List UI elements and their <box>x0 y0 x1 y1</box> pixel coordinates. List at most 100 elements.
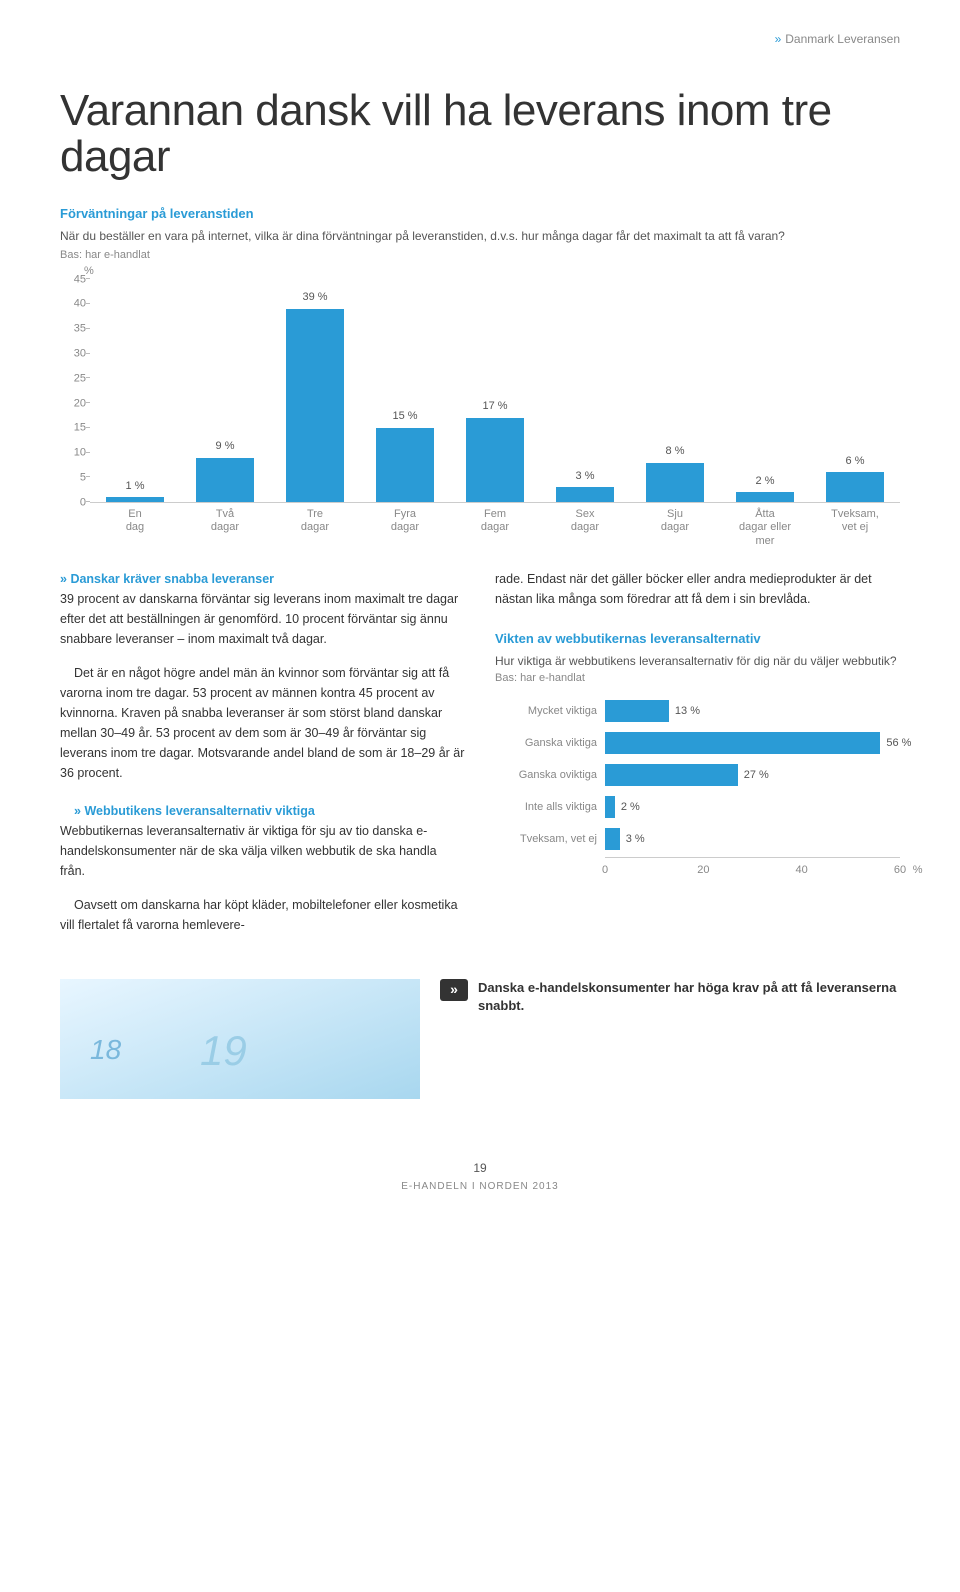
chart1-base: Bas: har e-handlat <box>60 247 900 264</box>
decorative-image: 18 19 <box>60 979 420 1099</box>
chart2-row: Ganska viktiga56 % <box>495 729 900 757</box>
chart2-bar-rect <box>605 796 615 818</box>
left-column: » Danskar kräver snabba leveranser 39 pr… <box>60 569 465 949</box>
chart1-bar: 2 %Åttadagar ellermer <box>720 279 810 502</box>
chart2-bar-value: 27 % <box>744 767 769 784</box>
chart2-subtitle: Hur viktiga är webbutikens leveransalter… <box>495 653 900 687</box>
chart1-ytick: 45 <box>60 271 86 288</box>
chart1-ytick: 0 <box>60 494 86 511</box>
chart1-bar: 8 %Sjudagar <box>630 279 720 502</box>
chart1-bar-value: 2 % <box>756 473 775 490</box>
chart2-bar-value: 2 % <box>621 799 640 816</box>
section2: » Webbutikens leveransalternativ viktiga… <box>60 801 465 881</box>
chart1-bar-category: Tvådagar <box>180 508 270 534</box>
chart1-bar-category: Åttadagar ellermer <box>720 508 810 548</box>
chart2-row-label: Inte alls viktiga <box>495 799 605 816</box>
chart2-row-label: Ganska oviktiga <box>495 767 605 784</box>
chart1-bar-category: Femdagar <box>450 508 540 534</box>
chart2-xaxis: 0204060% <box>605 857 900 875</box>
chart1-bar: 39 %Tredagar <box>270 279 360 502</box>
chart1-ytick: 35 <box>60 320 86 337</box>
breadcrumb-icon: » <box>775 32 782 46</box>
chart1-bar-value: 6 % <box>846 453 865 470</box>
section1-title: Danskar kräver snabba leveranser <box>70 572 274 586</box>
page-number: 19 <box>60 1159 900 1177</box>
chart1-bar-category: Endag <box>90 508 180 534</box>
chart1-bar: 6 %Tveksam,vet ej <box>810 279 900 502</box>
chart1-bar-value: 3 % <box>576 468 595 485</box>
callout-text: Danska e-handelskonsumenter har höga kra… <box>478 979 900 1015</box>
chart1-bar-value: 8 % <box>666 443 685 460</box>
chart1-bar-category: Sexdagar <box>540 508 630 534</box>
chart1-plot: % 1 %Endag9 %Tvådagar39 %Tredagar15 %Fyr… <box>60 279 900 539</box>
chart1-bar-category: Tveksam,vet ej <box>810 508 900 534</box>
chart2-xtick: 0 <box>602 862 608 879</box>
chart1-ytick: 15 <box>60 420 86 437</box>
chart2-row: Inte alls viktiga 2 % <box>495 793 900 821</box>
cont-paragraph: rade. Endast när det gäller böcker eller… <box>495 569 900 609</box>
chart1-bar: 17 %Femdagar <box>450 279 540 502</box>
section2-title: Webbutikens leveransalternativ viktiga <box>84 804 314 818</box>
chart2-xtick: 20 <box>697 862 709 879</box>
chart1-bar-rect <box>106 497 164 502</box>
chart2-bar-rect <box>605 764 738 786</box>
chart1-bar-rect <box>826 472 884 502</box>
right-column: rade. Endast när det gäller böcker eller… <box>495 569 900 949</box>
thumb-n2: 19 <box>200 1019 247 1082</box>
section2-p2: Oavsett om danskarna har köpt kläder, mo… <box>60 895 465 935</box>
chart1-bar: 3 %Sexdagar <box>540 279 630 502</box>
chart1-ytick: 5 <box>60 469 86 486</box>
page-title: Varannan dansk vill ha leverans inom tre… <box>60 88 900 180</box>
chart2-row-label: Tveksam, vet ej <box>495 831 605 848</box>
section1-p2: Det är en något högre andel män än kvinn… <box>60 663 465 783</box>
chart2-xtick: 60 <box>894 862 906 879</box>
section1-p1: 39 procent av danskarna förväntar sig le… <box>60 592 458 646</box>
breadcrumb-text: Danmark Leveransen <box>785 32 900 46</box>
chart2-title: Vikten av webbutikernas leveransalternat… <box>495 629 900 649</box>
chart1-bar-rect <box>646 463 704 503</box>
footer-line: E-HANDELN I NORDEN 2013 <box>401 1181 558 1192</box>
chart1-bar: 15 %Fyradagar <box>360 279 450 502</box>
chart1-ytick: 20 <box>60 395 86 412</box>
chart2-row: Ganska oviktiga 27 % <box>495 761 900 789</box>
chart1-bar-category: Tredagar <box>270 508 360 534</box>
chart1-bar-value: 15 % <box>392 408 417 425</box>
chart1-ytick: 25 <box>60 370 86 387</box>
chart2-row: Tveksam, vet ej 3 % <box>495 825 900 853</box>
chart-expectations: Förväntningar på leveranstiden När du be… <box>60 204 900 539</box>
chart2-row-label: Mycket viktiga <box>495 703 605 720</box>
chart1-bar-rect <box>556 487 614 502</box>
chart1-bar-category: Fyradagar <box>360 508 450 534</box>
chart2-xaxis-unit: % <box>913 862 923 879</box>
chart2-bar-rect <box>605 700 669 722</box>
chart2-bar-value: 13 % <box>675 703 700 720</box>
chart1-bar-rect <box>376 428 434 502</box>
section2-p1: Webbutikernas leveransalternativ är vikt… <box>60 824 437 878</box>
chart1-bar-category: Sjudagar <box>630 508 720 534</box>
chart2-bar-value: 56 % <box>886 735 911 752</box>
chart1-bar: 9 %Tvådagar <box>180 279 270 502</box>
chart1-title: Förväntningar på leveranstiden <box>60 204 900 224</box>
chart1-bar-value: 9 % <box>216 438 235 455</box>
chart1-ytick: 40 <box>60 296 86 313</box>
chart1-bar-value: 1 % <box>126 478 145 495</box>
chart2-bar-rect <box>605 828 620 850</box>
chart1-bar-rect <box>286 309 344 502</box>
chart1-bar: 1 %Endag <box>90 279 180 502</box>
chart2-bar-rect <box>605 732 880 754</box>
chart-importance: Vikten av webbutikernas leveransalternat… <box>495 629 900 875</box>
chart1-ytick: 30 <box>60 345 86 362</box>
thumb-n1: 18 <box>90 1029 121 1071</box>
chart1-bar-rect <box>736 492 794 502</box>
callout: » Danska e-handelskonsumenter har höga k… <box>440 979 900 1015</box>
breadcrumb: »Danmark Leveransen <box>60 30 900 48</box>
callout-icon: » <box>440 979 468 1001</box>
chart2-row: Mycket viktiga 13 % <box>495 697 900 725</box>
chart1-bar-value: 17 % <box>482 398 507 415</box>
chart2-xtick: 40 <box>796 862 808 879</box>
chart2-row-label: Ganska viktiga <box>495 735 605 752</box>
chart1-bar-value: 39 % <box>302 289 327 306</box>
chart2-bar-value: 3 % <box>626 831 645 848</box>
section1: » Danskar kräver snabba leveranser 39 pr… <box>60 569 465 649</box>
page-footer: 19 E-HANDELN I NORDEN 2013 <box>60 1159 900 1194</box>
